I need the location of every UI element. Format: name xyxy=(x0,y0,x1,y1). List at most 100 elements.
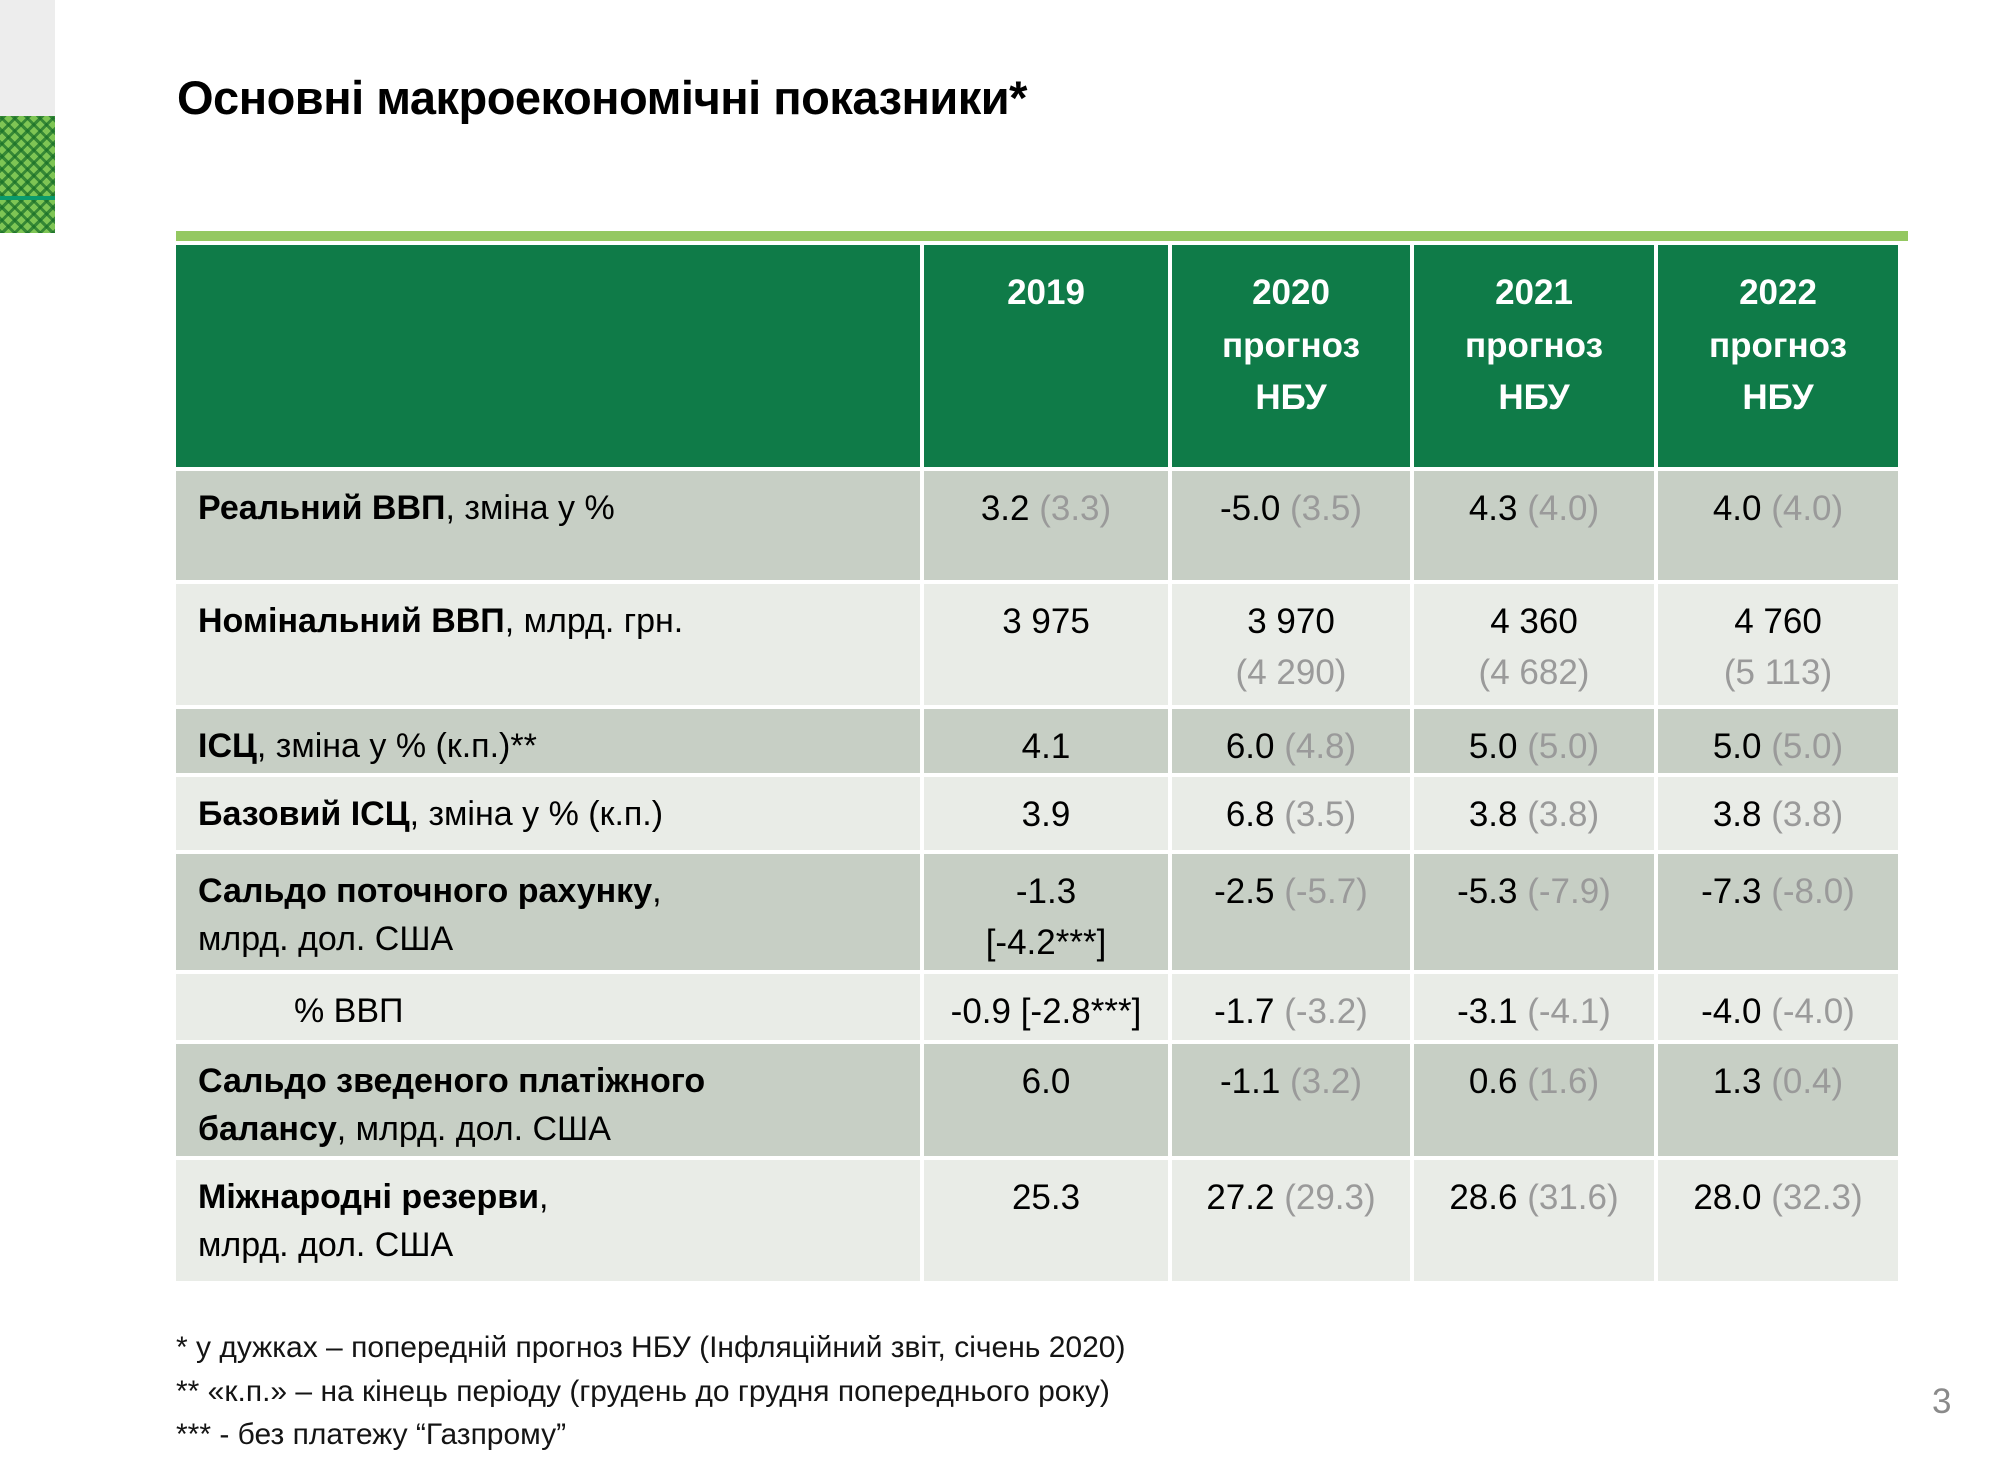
value-main: -2.5 xyxy=(1214,871,1275,911)
value-forecast-paren: (32.3) xyxy=(1771,1177,1863,1217)
value-cell: 28.0 (32.3) xyxy=(1658,1159,1898,1281)
year-sublabel: прогноз xyxy=(1709,325,1847,365)
value-forecast-paren: (3.3) xyxy=(1039,489,1112,528)
value-main: 3.8 xyxy=(1468,794,1518,834)
value-cell: 27.2 (29.3) xyxy=(1172,1159,1410,1281)
value-main: 1.3 xyxy=(1712,1061,1762,1101)
accent-divider-bar xyxy=(176,231,1908,241)
value-forecast-paren: (4 682) xyxy=(1478,652,1590,692)
value-cell: -4.0 (-4.0) xyxy=(1658,973,1898,1040)
value-main: 25.3 xyxy=(1011,1177,1081,1217)
value-bracket: [-4.2***] xyxy=(985,922,1107,962)
footnote-1: * у дужках – попередній прогноз НБУ (Інф… xyxy=(176,1331,1126,1364)
row-label: Базовий ІСЦ, зміна у % (к.п.) xyxy=(176,776,920,850)
year-sublabel: НБУ xyxy=(1742,378,1814,417)
value-cell: 6.0 xyxy=(924,1043,1168,1156)
value-cell: -5.0 (3.5) xyxy=(1172,471,1410,580)
value-cell: 25.3 xyxy=(924,1159,1168,1281)
row-label-bold: балансу xyxy=(198,1110,337,1149)
value-main: -4.0 xyxy=(1701,991,1762,1031)
table-corner-cell xyxy=(176,245,920,467)
value-forecast-paren: (4.0) xyxy=(1527,489,1600,528)
row-label: ІСЦ, зміна у % (к.п.)** xyxy=(176,709,920,773)
value-cell: -0.9 [-2.8***] xyxy=(924,973,1168,1040)
value-cell: -1.3 [-4.2***] xyxy=(924,853,1168,970)
value-main: 3.9 xyxy=(1021,794,1071,834)
value-cell: 1.3 (0.4) xyxy=(1658,1043,1898,1156)
value-main: 6.0 xyxy=(1021,1061,1071,1101)
year-header-2021: 2021 прогноз НБУ xyxy=(1414,245,1654,467)
value-cell: 4.1 xyxy=(924,709,1168,773)
value-forecast-paren: (5.0) xyxy=(1527,727,1600,766)
value-main: 28.6 xyxy=(1449,1177,1518,1217)
value-cell: -2.5 (-5.7) xyxy=(1172,853,1410,970)
value-forecast-paren: (29.3) xyxy=(1284,1177,1376,1217)
table-row: Реальний ВВП, зміна у % 3.2 (3.3) -5.0 (3.… xyxy=(176,471,1898,580)
value-forecast-paren: (-7.9) xyxy=(1527,871,1611,911)
year-sublabel: НБУ xyxy=(1255,378,1327,417)
row-label-bold: Базовий ІСЦ xyxy=(198,794,410,833)
value-forecast-paren: (-4.0) xyxy=(1771,991,1855,1031)
value-cell: 6.8 (3.5) xyxy=(1172,776,1410,850)
row-label: Номінальний ВВП, млрд. грн. xyxy=(176,584,920,705)
value-cell: 5.0 (5.0) xyxy=(1414,709,1654,773)
value-cell: 3 970 (4 290) xyxy=(1172,584,1410,705)
table: 2019 2020 прогноз НБУ 2021 прогноз НБУ 2022 прог… xyxy=(172,241,1902,1285)
corner-gray-strip xyxy=(0,0,55,116)
value-forecast-paren: (-3.2) xyxy=(1284,991,1368,1031)
value-main: 3 975 xyxy=(1002,602,1090,641)
value-main: 3.8 xyxy=(1712,794,1762,834)
value-main: 28.0 xyxy=(1693,1177,1762,1217)
row-label-bold: Міжнародні резерви xyxy=(198,1177,540,1216)
value-cell: 4 760 (5 113) xyxy=(1658,584,1898,705)
table-row: Сальдо поточного рахунку, млрд. дол. США -… xyxy=(176,853,1898,970)
table-row: Базовий ІСЦ, зміна у % (к.п.) 3.9 6.8 (3.5… xyxy=(176,776,1898,850)
row-label: Сальдо поточного рахунку, млрд. дол. США xyxy=(176,853,920,970)
value-forecast-paren: (31.6) xyxy=(1527,1177,1619,1217)
year-header-2019: 2019 xyxy=(924,245,1168,467)
value-cell: 4.0 (4.0) xyxy=(1658,471,1898,580)
value-cell: -1.7 (-3.2) xyxy=(1172,973,1410,1040)
table-row: ІСЦ, зміна у % (к.п.)** 4.1 6.0 (4.8) 5.0 (… xyxy=(176,709,1898,773)
row-label: Міжнародні резерви, млрд. дол. США xyxy=(176,1159,920,1281)
value-cell: 5.0 (5.0) xyxy=(1658,709,1898,773)
value-main: 3 970 xyxy=(1247,602,1335,641)
year-header-2022: 2022 прогноз НБУ xyxy=(1658,245,1898,467)
value-forecast-paren: (3.8) xyxy=(1527,794,1600,834)
value-forecast-paren: (4.8) xyxy=(1284,727,1357,766)
row-label-bold: Номінальний ВВП xyxy=(198,602,505,640)
value-cell: 4 360 (4 682) xyxy=(1414,584,1654,705)
value-cell: -3.1 (-4.1) xyxy=(1414,973,1654,1040)
value-forecast-paren: (3.5) xyxy=(1284,794,1357,834)
footnotes: * у дужках – попередній прогноз НБУ (Інф… xyxy=(176,1326,1125,1457)
value-forecast-paren: (3.5) xyxy=(1290,489,1362,528)
value-main: 4 360 xyxy=(1490,602,1578,641)
banknote-pattern-decoration xyxy=(0,116,55,233)
value-cell: 3 975 xyxy=(924,584,1168,705)
year-header-2020: 2020 прогноз НБУ xyxy=(1172,245,1410,467)
value-main: 6.8 xyxy=(1225,794,1275,834)
value-forecast-paren: (4.0) xyxy=(1771,489,1844,528)
value-main: 5.0 xyxy=(1712,727,1762,766)
value-main: 4.3 xyxy=(1468,489,1518,528)
value-forecast-paren: (-5.7) xyxy=(1284,871,1368,911)
year-label: 2022 xyxy=(1739,273,1817,312)
value-main: -5.3 xyxy=(1457,871,1518,911)
row-label: Реальний ВВП, зміна у % xyxy=(176,471,920,580)
footnote-2: ** «к.п.» – на кінець періоду (грудень д… xyxy=(176,1374,1110,1408)
row-label-bold: Реальний ВВП xyxy=(198,489,446,527)
value-main: 0.6 xyxy=(1468,1061,1518,1101)
value-cell: -1.1 (3.2) xyxy=(1172,1043,1410,1156)
value-main: -3.1 xyxy=(1457,991,1518,1031)
table-row: Номінальний ВВП, млрд. грн. 3 975 3 970 (4 … xyxy=(176,584,1898,705)
table-header: 2019 2020 прогноз НБУ 2021 прогноз НБУ 2022 прог… xyxy=(176,245,1898,467)
row-label-bold: Сальдо зведеного платіжного xyxy=(198,1061,706,1100)
row-label: Сальдо зведеного платіжного балансу, млрд… xyxy=(176,1043,920,1156)
macro-indicators-table: 2019 2020 прогноз НБУ 2021 прогноз НБУ 2022 прог… xyxy=(172,241,1902,1285)
value-cell: -7.3 (-8.0) xyxy=(1658,853,1898,970)
value-main: -1.3 xyxy=(1015,871,1077,911)
value-cell: 28.6 (31.6) xyxy=(1414,1159,1654,1281)
value-cell: 6.0 (4.8) xyxy=(1172,709,1410,773)
value-main: -5.0 xyxy=(1219,489,1281,528)
year-label: 2020 xyxy=(1252,273,1330,312)
